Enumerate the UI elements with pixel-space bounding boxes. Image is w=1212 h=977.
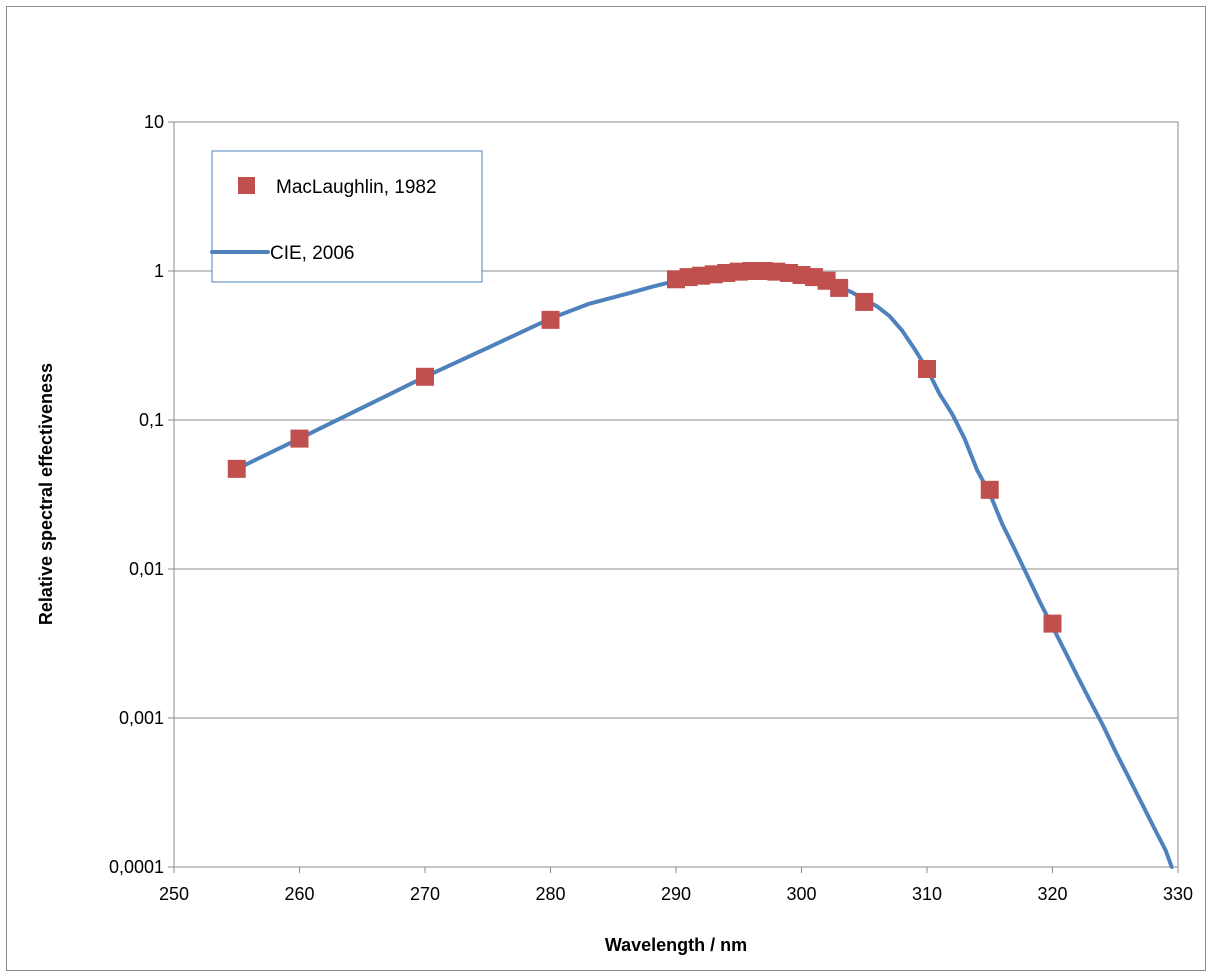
maclaughlin-point-2: [416, 367, 434, 386]
maclaughlin-point-17: [830, 278, 849, 297]
y-tick-label-0: 0,0001: [109, 857, 164, 877]
legend-box: [211, 150, 483, 283]
x-axis-title: Wavelength / nm: [605, 935, 747, 955]
x-tick-label-5: 300: [786, 884, 816, 904]
x-tick-label-6: 310: [912, 884, 942, 904]
y-tick-label-3: 0,1: [139, 410, 164, 430]
legend-marker-maclaughlin: [238, 177, 255, 194]
x-tick-label-8: 330: [1163, 884, 1193, 904]
maclaughlin-point-0: [227, 459, 246, 478]
series-cie-2006: [234, 269, 1174, 869]
cie-2006-line: [234, 269, 1174, 869]
series-maclaughlin-1982: [227, 262, 1062, 633]
maclaughlin-point-19: [918, 359, 936, 378]
maclaughlin-point-18: [855, 292, 874, 311]
legend-label-cie: CIE, 2006: [270, 243, 355, 264]
x-tick-label-1: 260: [284, 884, 314, 904]
y-axis: 0,0001 0,001 0,01 0,1 1 10: [109, 112, 174, 877]
y-tick-label-5: 10: [144, 112, 164, 132]
y-tick-label-1: 0,001: [119, 708, 164, 728]
maclaughlin-point-20: [980, 480, 999, 499]
maclaughlin-point-3: [541, 310, 560, 329]
grid-lines: [174, 270, 1178, 719]
maclaughlin-point-21: [1043, 614, 1062, 633]
x-axis: 250 260 270 280 290 300 310 320 330: [159, 867, 1193, 904]
y-axis-title: Relative spectral effectiveness: [36, 363, 56, 625]
x-tick-label-7: 320: [1037, 884, 1067, 904]
maclaughlin-point-1: [290, 429, 309, 448]
legend-label-maclaughlin: MacLaughlin, 1982: [276, 177, 437, 198]
y-tick-label-4: 1: [154, 261, 164, 281]
x-tick-label-0: 250: [159, 884, 189, 904]
y-tick-label-2: 0,01: [129, 559, 164, 579]
x-tick-label-4: 290: [661, 884, 691, 904]
chart-frame: [6, 6, 1206, 971]
legend: MacLaughlin, 1982 CIE, 2006: [210, 150, 483, 283]
x-tick-label-3: 280: [535, 884, 565, 904]
x-tick-label-2: 270: [410, 884, 440, 904]
